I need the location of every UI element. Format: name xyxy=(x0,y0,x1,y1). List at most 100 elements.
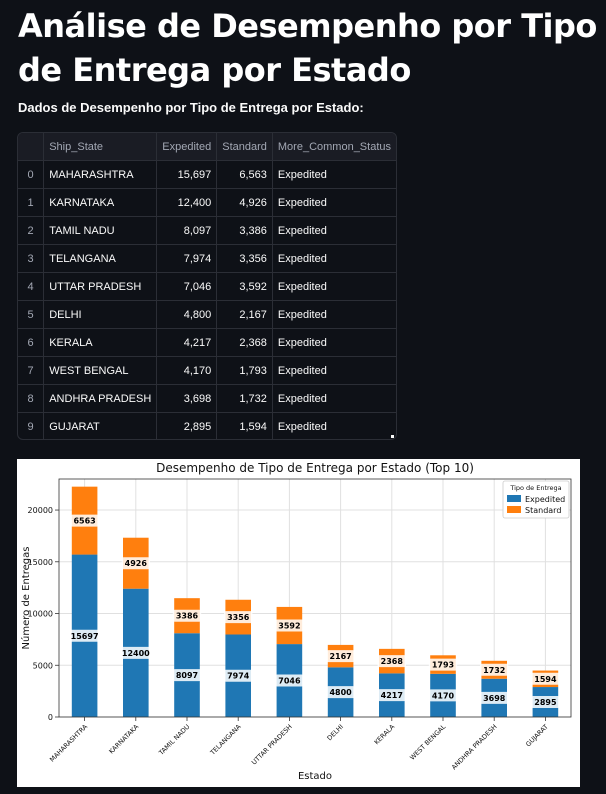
data-label-standard: 3356 xyxy=(227,613,250,622)
table-row[interactable]: 1 KARNATAKA 12,400 4,926 Expedited xyxy=(18,188,396,217)
table-row[interactable]: 7 WEST BENGAL 4,170 1,793 Expedited xyxy=(18,356,396,385)
legend-swatch-standard xyxy=(507,506,521,513)
cell-ship-state: ANDHRA PRADESH xyxy=(43,384,158,413)
x-tick-label: MAHARASHTRA xyxy=(48,722,89,763)
cell-expedited: 8,097 xyxy=(156,216,218,245)
cell-expedited: 3,698 xyxy=(156,384,218,413)
table-row[interactable]: 8 ANDHRA PRADESH 3,698 1,732 Expedited xyxy=(18,384,396,413)
table-row[interactable]: 4 UTTAR PRADESH 7,046 3,592 Expedited xyxy=(18,272,396,301)
dataframe-table[interactable]: Ship_State Expedited Standard More_Commo… xyxy=(17,132,397,440)
table-row[interactable]: 2 TAMIL NADU 8,097 3,386 Expedited xyxy=(18,216,396,245)
x-tick-label: DELHI xyxy=(326,723,346,743)
table-row[interactable]: 9 GUJARAT 2,895 1,594 Expedited xyxy=(18,412,396,439)
column-header-expedited[interactable]: Expedited xyxy=(156,133,218,161)
data-label-standard: 1793 xyxy=(432,661,454,670)
data-label-box xyxy=(275,674,304,687)
data-label-box xyxy=(480,663,509,676)
cell-expedited: 4,800 xyxy=(156,300,218,329)
table-row[interactable]: 5 DELHI 4,800 2,167 Expedited xyxy=(18,300,396,329)
data-label-box xyxy=(172,609,202,622)
y-tick-label: 15000 xyxy=(28,558,53,567)
cell-expedited: 7,974 xyxy=(156,244,218,273)
data-label-expedited: 8097 xyxy=(176,671,198,680)
data-label-box xyxy=(428,658,458,671)
cell-more-common-status: Expedited xyxy=(272,216,396,245)
cell-more-common-status: Expedited xyxy=(272,272,396,301)
data-label-box xyxy=(531,672,560,685)
cell-ship-state: GUJARAT xyxy=(43,412,158,439)
legend-title: Tipo de Entrega xyxy=(509,484,561,492)
cell-standard: 3,386 xyxy=(216,216,273,245)
y-tick-label: 10000 xyxy=(28,610,53,619)
data-label-standard: 3386 xyxy=(176,612,199,621)
legend-swatch-expedited xyxy=(507,495,521,502)
data-label-expedited: 4217 xyxy=(381,691,403,700)
cell-more-common-status: Expedited xyxy=(272,300,396,329)
data-label-box xyxy=(121,557,150,570)
cell-standard: 1,732 xyxy=(216,384,273,413)
row-index: 8 xyxy=(18,384,45,413)
data-label-expedited: 7046 xyxy=(278,677,301,686)
x-tick-label: ANDHRA PRADESH xyxy=(450,723,499,772)
data-label-box xyxy=(531,696,560,709)
table-resize-handle[interactable] xyxy=(391,435,394,438)
data-label-standard: 2167 xyxy=(329,652,351,661)
table-row[interactable]: 6 KERALA 4,217 2,368 Expedited xyxy=(18,328,396,357)
data-label-box xyxy=(67,629,102,642)
cell-expedited: 12,400 xyxy=(156,188,218,217)
cell-expedited: 4,170 xyxy=(156,356,218,385)
cell-standard: 4,926 xyxy=(216,188,273,217)
y-tick-label: 5000 xyxy=(33,661,53,670)
cell-more-common-status: Expedited xyxy=(272,384,396,413)
cell-more-common-status: Expedited xyxy=(272,356,396,385)
data-label-box xyxy=(224,611,253,624)
data-label-box xyxy=(275,619,304,632)
cell-expedited: 15,697 xyxy=(156,160,218,189)
column-header-ship-state[interactable]: Ship_State xyxy=(43,133,158,161)
row-index: 5 xyxy=(18,300,45,329)
column-header-more-common-status[interactable]: More_Common_Status xyxy=(272,133,396,161)
data-label-expedited: 12400 xyxy=(122,649,150,658)
legend-label-expedited: Expedited xyxy=(525,495,565,504)
data-label-standard: 3592 xyxy=(278,622,300,631)
cell-ship-state: MAHARASHTRA xyxy=(43,160,158,189)
data-label-standard: 6563 xyxy=(73,517,95,526)
data-label-box xyxy=(70,514,99,527)
table-row[interactable]: 3 TELANGANA 7,974 3,356 Expedited xyxy=(18,244,396,273)
cell-more-common-status: Expedited xyxy=(272,188,396,217)
column-header-standard[interactable]: Standard xyxy=(216,133,273,161)
stacked-bar-chart: Desempenho de Tipo de Entrega por Estado… xyxy=(17,459,580,787)
data-label-expedited: 7974 xyxy=(227,672,250,681)
cell-standard: 1,793 xyxy=(216,356,273,385)
data-label-standard: 1732 xyxy=(483,666,505,675)
row-index: 0 xyxy=(18,160,45,189)
x-tick-label: KERALA xyxy=(373,722,397,746)
data-label-box xyxy=(118,646,153,659)
y-tick-label: 20000 xyxy=(28,506,53,515)
cell-ship-state: TELANGANA xyxy=(43,244,158,273)
table-row[interactable]: 0 MAHARASHTRA 15,697 6,563 Expedited xyxy=(18,160,396,189)
data-label-box xyxy=(428,689,458,702)
cell-standard: 2,167 xyxy=(216,300,273,329)
cell-standard: 3,592 xyxy=(216,272,273,301)
cell-more-common-status: Expedited xyxy=(277,420,327,433)
cell-ship-state: WEST BENGAL xyxy=(43,356,158,385)
data-label-expedited: 15697 xyxy=(71,632,99,641)
row-index: 7 xyxy=(18,356,45,385)
cell-expedited: 2,895 xyxy=(156,412,218,439)
column-header-index[interactable] xyxy=(18,133,45,161)
data-label-expedited: 4170 xyxy=(432,691,455,700)
row-index: 3 xyxy=(18,244,45,273)
data-label-box xyxy=(326,650,355,663)
cell-expedited: 4,217 xyxy=(156,328,218,357)
chart-title: Desempenho de Tipo de Entrega por Estado… xyxy=(156,461,474,475)
row-index: 4 xyxy=(18,272,45,301)
x-tick-label: GUJARAT xyxy=(524,723,550,749)
data-label-box xyxy=(224,669,253,682)
chart-svg: Desempenho de Tipo de Entrega por Estado… xyxy=(20,461,572,782)
page-title: Análise de Desempenho por Tipo de Entreg… xyxy=(18,7,597,89)
cell-more-common-status: Expedited xyxy=(272,160,396,189)
data-label-box xyxy=(377,689,406,702)
cell-ship-state: UTTAR PRADESH xyxy=(43,272,158,301)
data-label-box xyxy=(172,669,202,682)
